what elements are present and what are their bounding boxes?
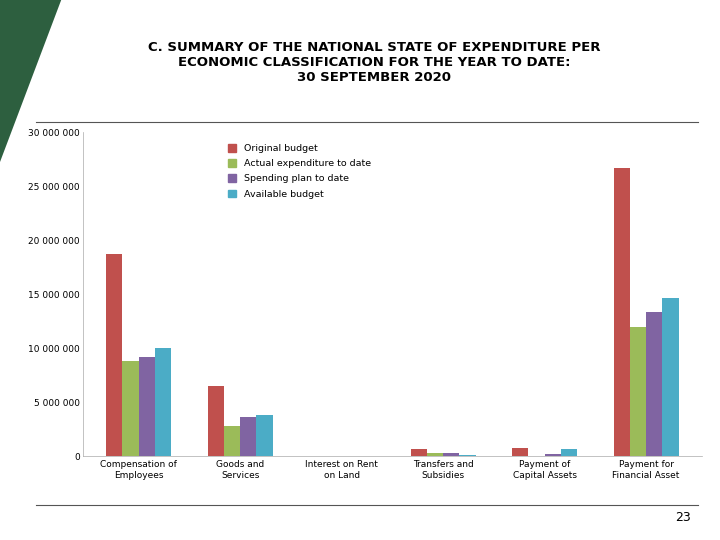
Bar [139, 357, 155, 456]
Bar [155, 348, 171, 456]
Bar [106, 254, 122, 456]
Bar [410, 449, 427, 456]
Bar [646, 312, 662, 456]
Text: 23: 23 [675, 511, 691, 524]
Bar [613, 168, 630, 456]
Bar [224, 426, 240, 456]
Bar [630, 327, 646, 456]
Bar [512, 448, 528, 456]
Legend: Original budget, Actual expenditure to date, Spending plan to date, Available bu: Original budget, Actual expenditure to d… [224, 140, 374, 202]
Bar [122, 361, 139, 456]
Bar [207, 386, 224, 456]
Bar [544, 454, 561, 456]
Bar [240, 417, 256, 456]
Bar [459, 455, 476, 456]
Bar [662, 298, 679, 456]
Bar [256, 415, 273, 456]
Bar [561, 449, 577, 456]
Bar [427, 453, 443, 456]
Bar [443, 453, 459, 456]
Text: C. SUMMARY OF THE NATIONAL STATE OF EXPENDITURE PER
ECONOMIC CLASSIFICATION FOR : C. SUMMARY OF THE NATIONAL STATE OF EXPE… [148, 40, 600, 84]
